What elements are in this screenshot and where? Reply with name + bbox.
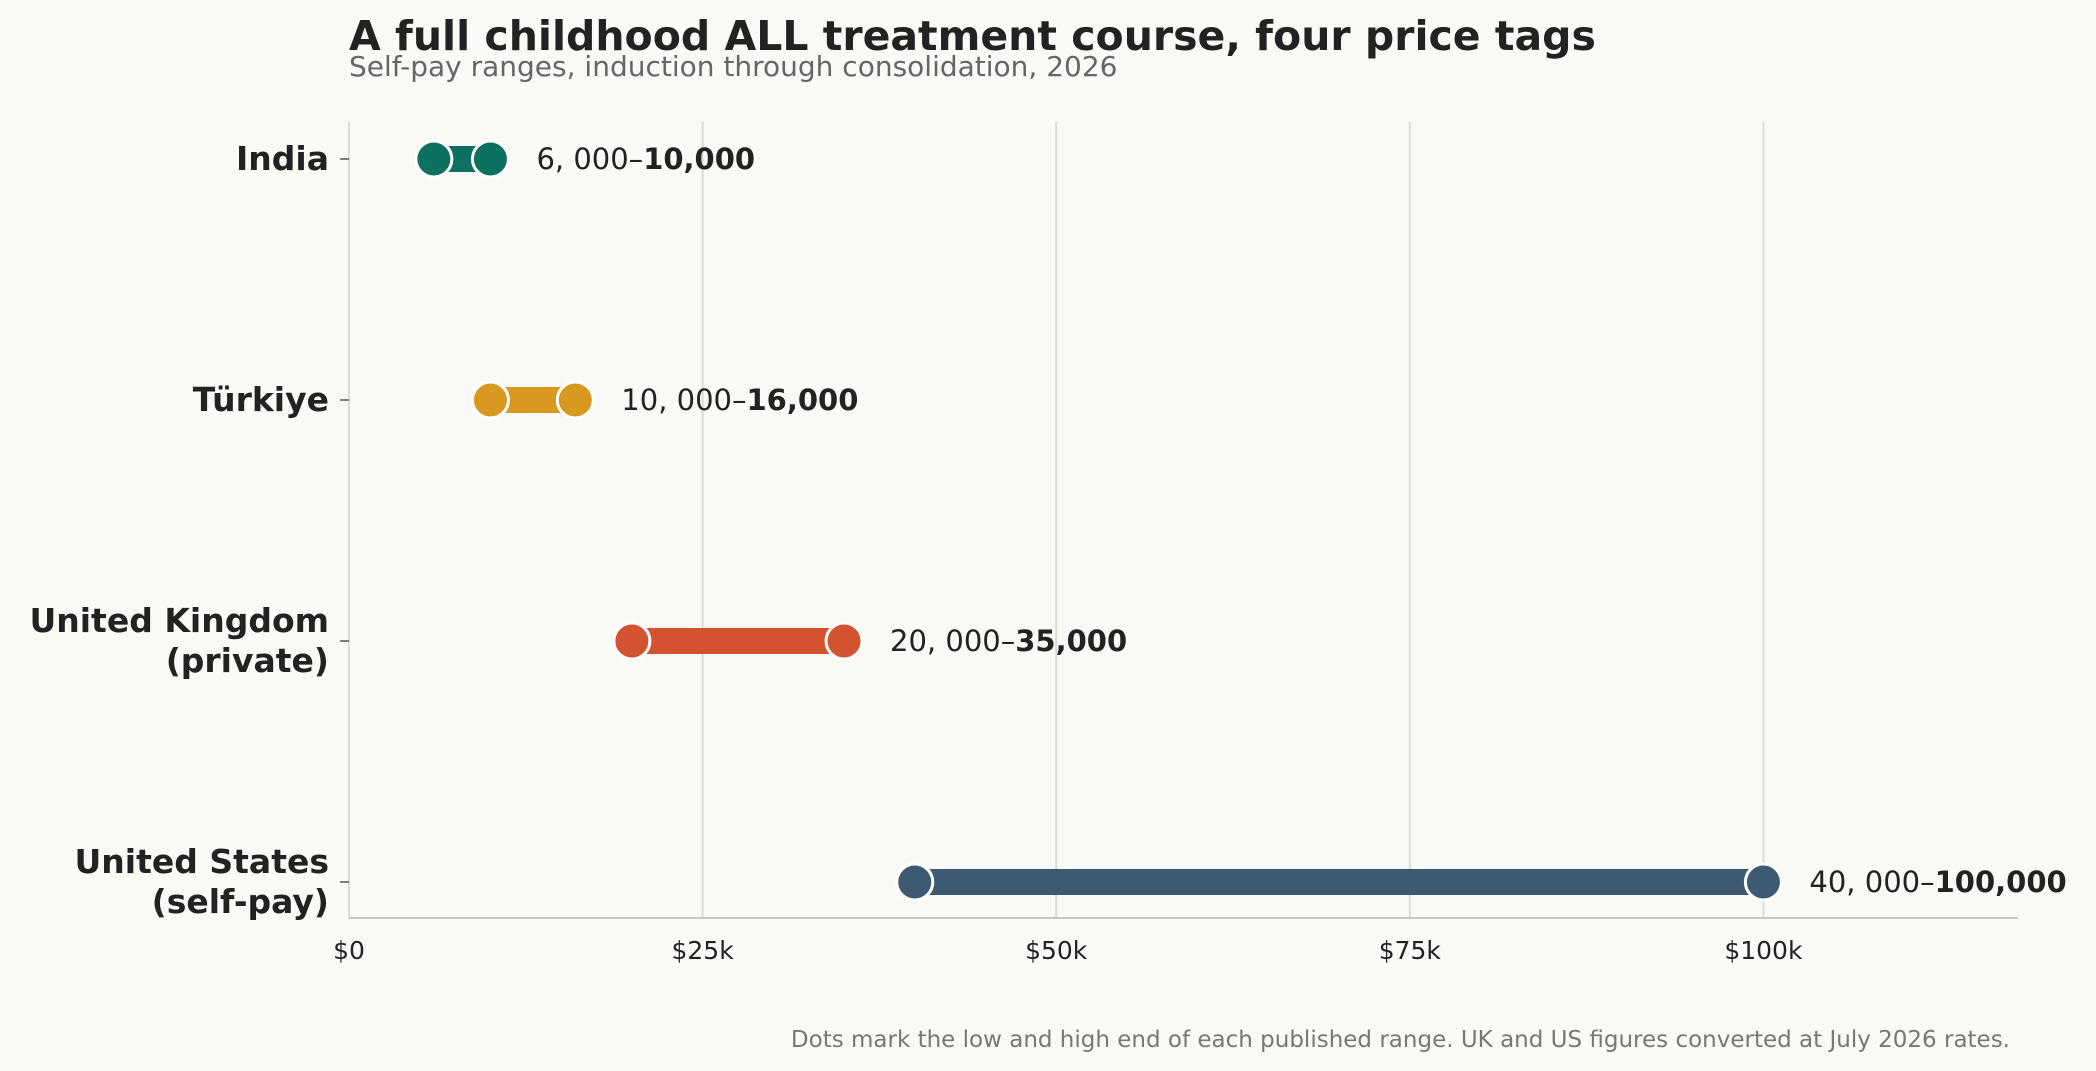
category-label: India: [236, 139, 329, 178]
range-value-label: 40, 000–100,000: [1809, 865, 2066, 899]
range-marks: 6, 000–10,000 10, 000–16,000 20, 000–35,00…: [414, 139, 2067, 902]
range-high-dot: [824, 621, 864, 661]
x-axis: $0 $25k $50k $75k $100k: [333, 917, 2018, 965]
range-low-dot: [414, 139, 454, 179]
chart-footnote: Dots mark the low and high end of each p…: [791, 1027, 2010, 1053]
x-tick-label: $75k: [1379, 936, 1442, 965]
range-low-dot: [895, 862, 935, 902]
category-labels: India Türkiye United Kingdom(private) Unite…: [29, 139, 349, 921]
x-tick-label: $50k: [1025, 936, 1088, 965]
range-low-dot: [612, 621, 652, 661]
x-tick-label: $100k: [1724, 936, 1803, 965]
range-value-label: 6, 000–10,000: [536, 142, 755, 176]
grid-lines: [348, 122, 1765, 918]
category-label: Türkiye: [193, 380, 329, 419]
category-label: United States: [75, 842, 329, 881]
x-tick-label: $0: [333, 936, 365, 965]
category-label: (self-pay): [152, 882, 329, 921]
range-high-dot: [1743, 862, 1783, 902]
category-label: (private): [166, 641, 329, 680]
range-value-label: 10, 000–16,000: [621, 383, 858, 417]
range-low-dot: [470, 380, 510, 420]
x-tick-label: $25k: [672, 936, 735, 965]
chart-title: A full childhood ALL treatment course, f…: [349, 12, 1596, 60]
range-value-label: 20, 000–35,000: [890, 624, 1127, 658]
range-high-dot: [470, 139, 510, 179]
category-label: United Kingdom: [29, 601, 329, 640]
range-high-dot: [555, 380, 595, 420]
chart-subtitle: Self-pay ranges, induction through conso…: [349, 50, 1117, 83]
